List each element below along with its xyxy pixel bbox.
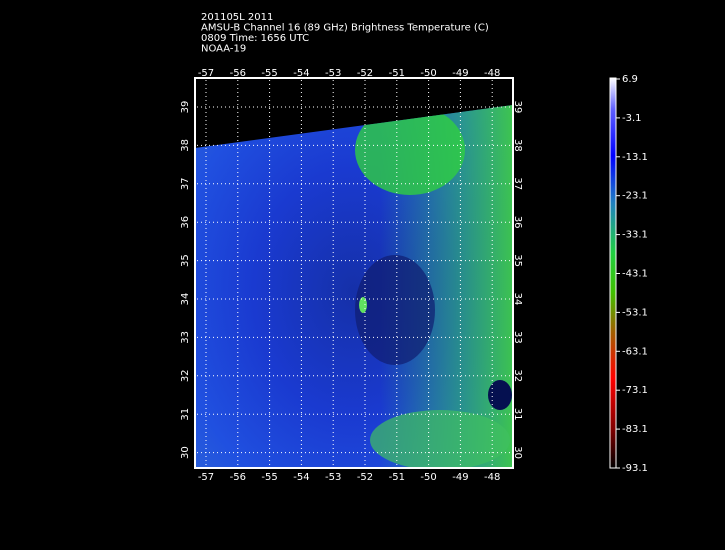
- colorbar-label: -83.1: [622, 424, 648, 435]
- header-line: NOAA-19: [201, 44, 246, 55]
- lon-label-top: -55: [261, 68, 277, 79]
- colorbar-label: -43.1: [622, 269, 648, 280]
- lon-label-top: -54: [293, 68, 309, 79]
- lat-label-left: 31: [180, 408, 191, 421]
- colorbar-label: -53.1: [622, 307, 648, 318]
- lat-label-right: 31: [512, 408, 523, 421]
- colorbar-label: -73.1: [622, 385, 648, 396]
- lon-label-top: -53: [325, 68, 341, 79]
- lat-label-right: 38: [512, 139, 523, 152]
- lon-label-bottom: -57: [198, 472, 214, 483]
- lon-label-top: -52: [357, 68, 373, 79]
- lat-label-left: 32: [180, 369, 191, 382]
- lat-label-left: 30: [180, 446, 191, 459]
- lon-label-bottom: -50: [420, 472, 436, 483]
- lat-label-right: 35: [512, 254, 523, 267]
- lat-label-left: 39: [180, 101, 191, 114]
- lat-label-right: 39: [512, 101, 523, 114]
- lon-label-bottom: -56: [230, 472, 246, 483]
- colorbar-label: -33.1: [622, 230, 648, 241]
- lon-label-bottom: -52: [357, 472, 373, 483]
- colorbar-label: -3.1: [622, 113, 642, 124]
- lat-label-right: 36: [512, 216, 523, 229]
- lat-label-right: 32: [512, 369, 523, 382]
- lon-label-top: -57: [198, 68, 214, 79]
- brightness-field: [195, 105, 513, 468]
- colorbar-labels: 6.9 -3.1 -13.1 -23.1 -33.1 -43.1 -53.1 -63.1 -73…: [616, 74, 648, 474]
- lon-label-top: -48: [484, 68, 500, 79]
- grid: -57 -57 -56 -56 -55 -55 -54 -54 -53 -53 -52 -52 -51 -…: [180, 68, 523, 483]
- lon-label-bottom: -53: [325, 472, 341, 483]
- colorbar-label: 6.9: [622, 74, 638, 85]
- lon-label-bottom: -54: [293, 472, 309, 483]
- lat-label-left: 33: [180, 331, 191, 344]
- lon-label-bottom: -49: [452, 472, 468, 483]
- lon-label-bottom: -51: [389, 472, 405, 483]
- lon-label-top: -49: [452, 68, 468, 79]
- header-line: AMSU-B Channel 16 (89 GHz) Brightness Te…: [201, 23, 489, 34]
- lat-label-left: 36: [180, 216, 191, 229]
- lat-label-right: 30: [512, 446, 523, 459]
- lon-label-top: -50: [420, 68, 436, 79]
- lat-label-right: 37: [512, 177, 523, 190]
- header-line: 201105L 2011: [201, 12, 273, 23]
- lat-label-right: 33: [512, 331, 523, 344]
- lon-label-top: -56: [230, 68, 246, 79]
- map-frame: [194, 77, 514, 469]
- lon-label-bottom: -48: [484, 472, 500, 483]
- colorbar: [609, 77, 617, 469]
- colorbar-label: -23.1: [622, 191, 648, 202]
- lat-label-right: 34: [512, 293, 523, 306]
- lat-label-left: 38: [180, 139, 191, 152]
- colorbar-label: -13.1: [622, 152, 648, 163]
- lon-label-top: -51: [389, 68, 405, 79]
- colorbar-label: -93.1: [622, 463, 648, 474]
- colorbar-label: -63.1: [622, 346, 648, 357]
- lat-label-left: 34: [180, 293, 191, 306]
- lat-label-left: 35: [180, 254, 191, 267]
- lat-label-left: 37: [180, 177, 191, 190]
- header-line: 0809 Time: 1656 UTC: [201, 33, 309, 44]
- lon-label-bottom: -55: [261, 472, 277, 483]
